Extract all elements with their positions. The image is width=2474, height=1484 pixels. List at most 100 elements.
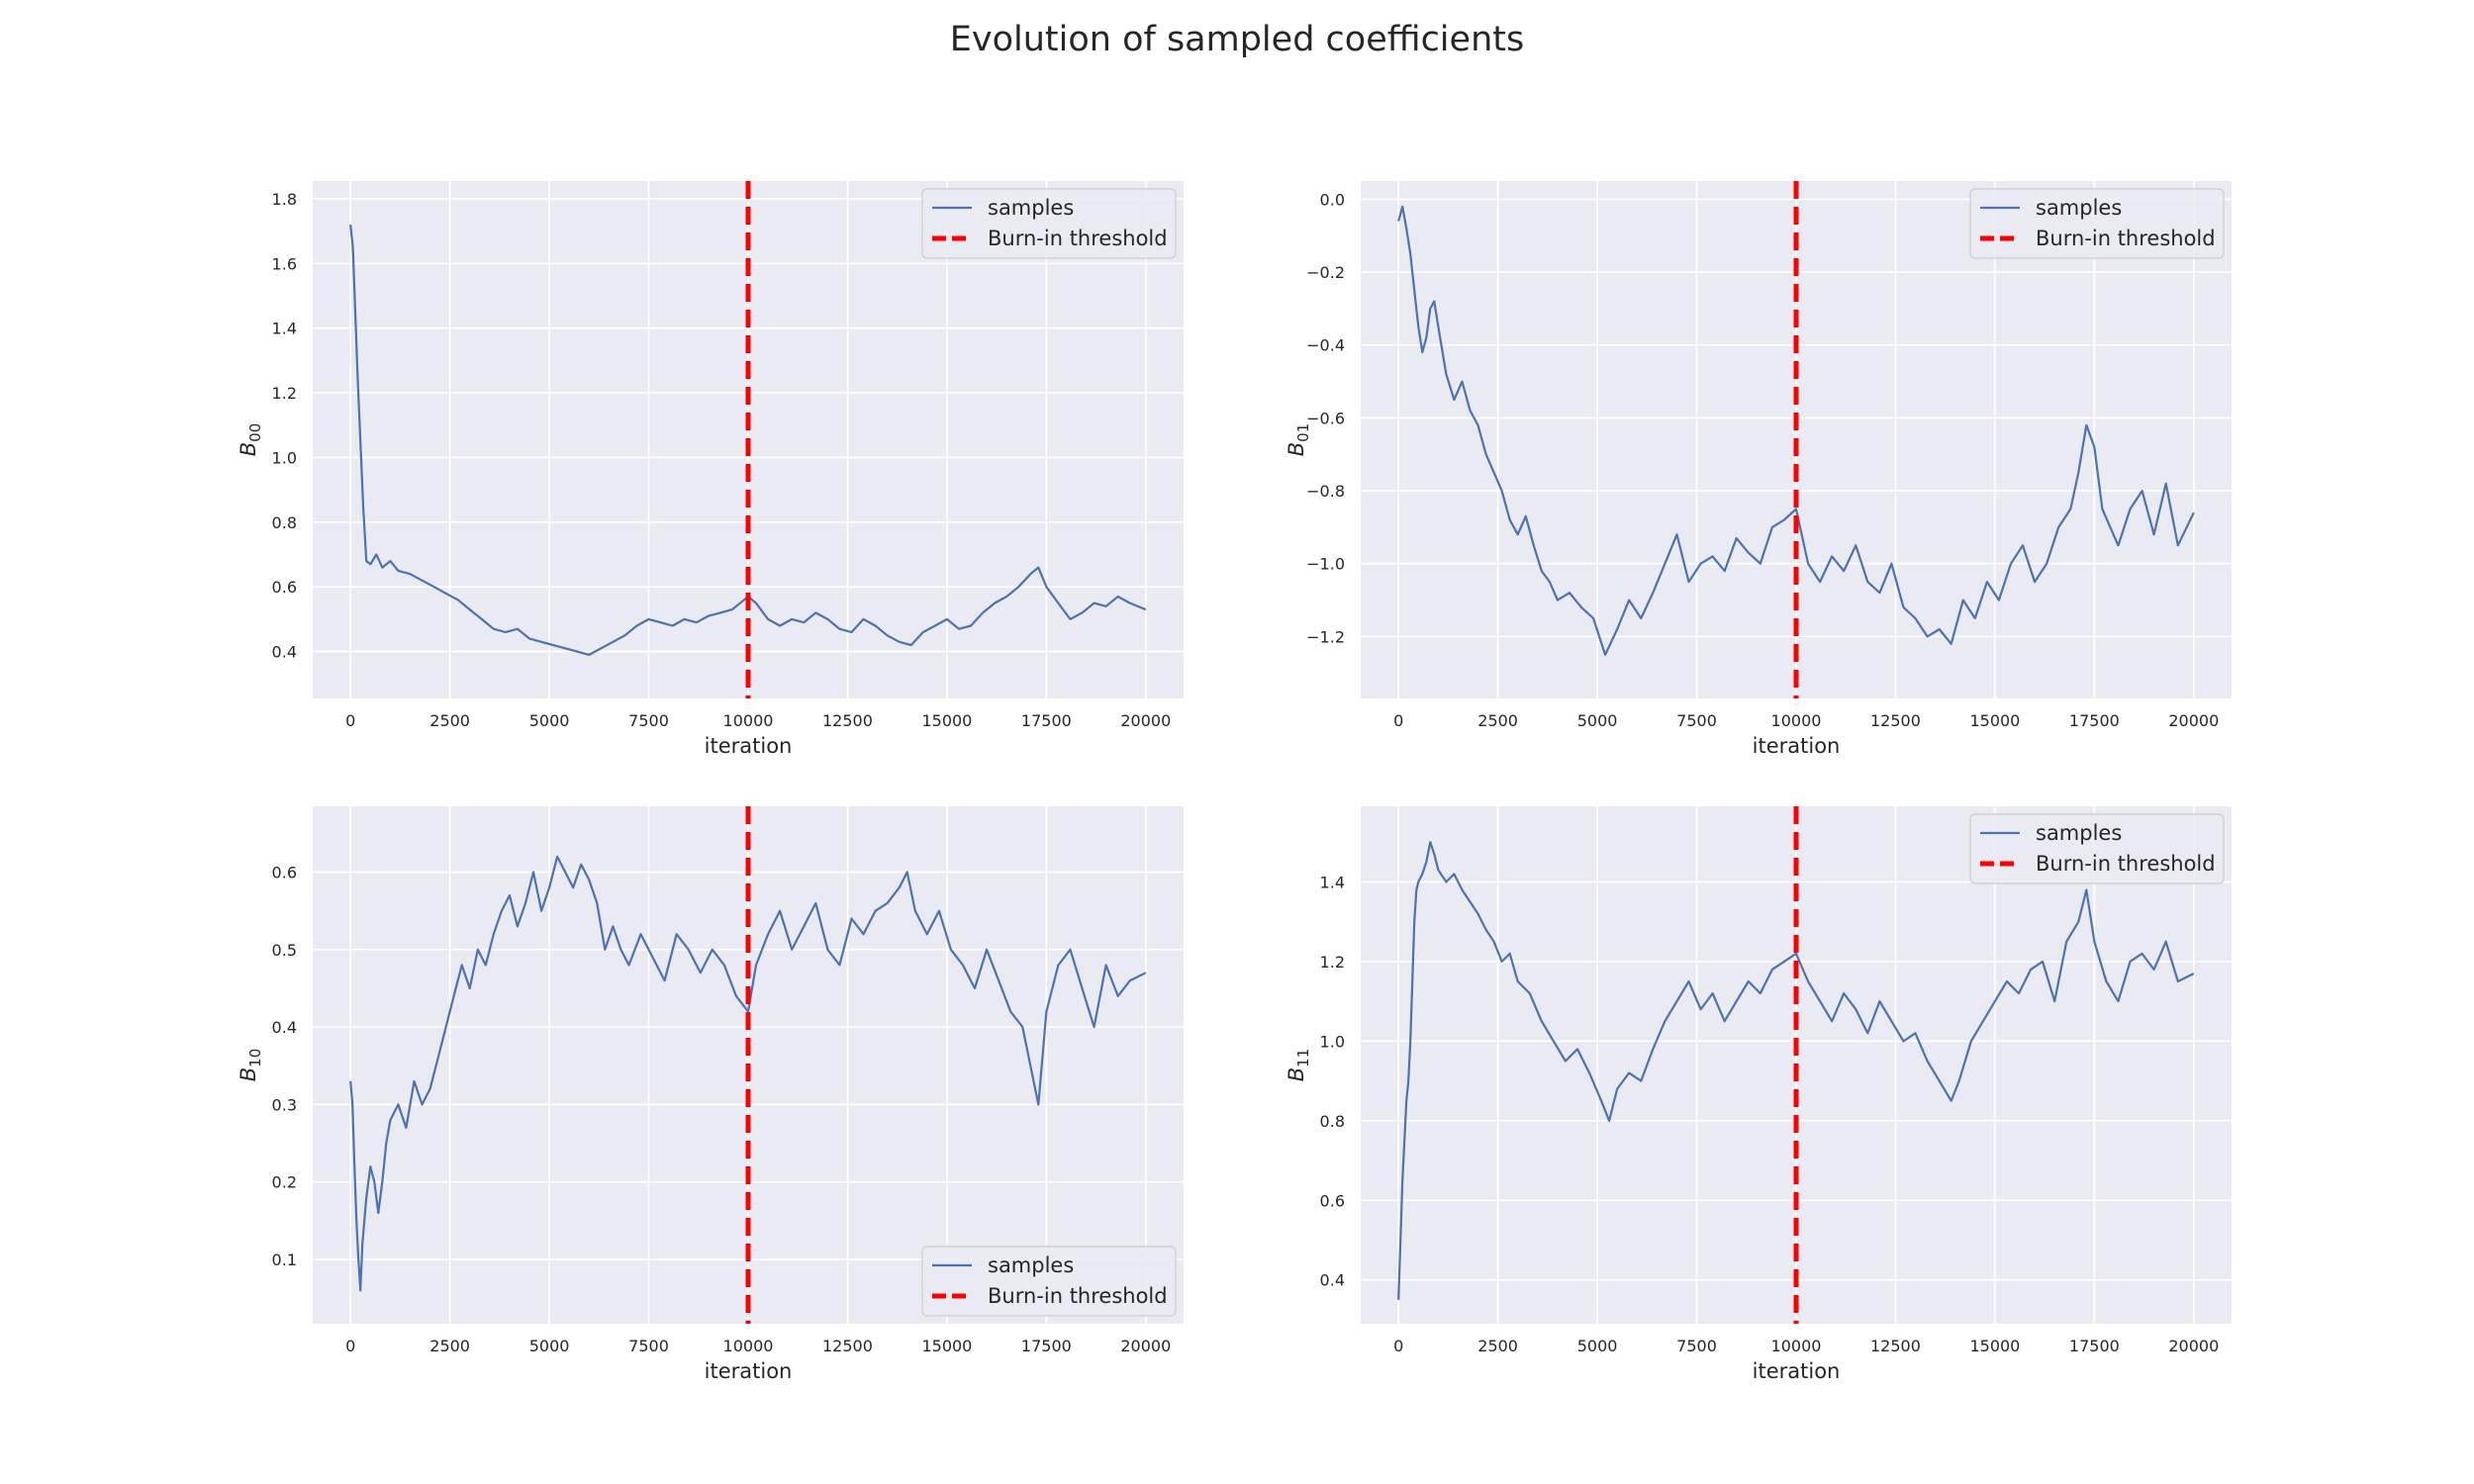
panel-b00: 0 2500 5000 7500 10000 12500 15000 17500 20000 0.… xyxy=(237,181,1184,758)
y-tick-label: 0.6 xyxy=(272,864,297,882)
legend-threshold-label: Burn-in threshold xyxy=(988,1284,1168,1308)
x-tick-label: 20000 xyxy=(2168,711,2219,730)
x-tick-label: 7500 xyxy=(628,1337,669,1355)
y-tick-label: −0.6 xyxy=(1306,409,1345,427)
x-axis-label: iteration xyxy=(1753,734,1841,758)
x-tick-label: 17500 xyxy=(2069,1337,2120,1355)
x-tick-label: 2500 xyxy=(429,711,470,730)
y-tick-label: 0.6 xyxy=(1320,1191,1345,1210)
legend-samples-label: samples xyxy=(2036,196,2122,220)
x-axis-label: iteration xyxy=(705,1359,793,1383)
x-tick-label: 0 xyxy=(345,1337,355,1355)
legend-box xyxy=(921,188,1177,259)
x-axis-label: iteration xyxy=(1753,1359,1841,1383)
y-axis-label: B00 xyxy=(237,423,264,457)
x-tick-label: 0 xyxy=(345,711,355,730)
x-axis-label: iteration xyxy=(705,734,793,758)
x-tick-label: 5000 xyxy=(1577,711,1618,730)
x-tick-label: 2500 xyxy=(1477,1337,1518,1355)
legend-box xyxy=(1969,188,2225,259)
x-tick-label: 7500 xyxy=(628,711,669,730)
x-tick-label: 0 xyxy=(1393,711,1403,730)
x-tick-label: 20000 xyxy=(1120,711,1171,730)
x-tick-label: 17500 xyxy=(1021,711,1072,730)
y-axis-label-subscript: 11 xyxy=(1294,1049,1312,1067)
legend-samples-label: samples xyxy=(988,1253,1074,1277)
x-tick-label: 10000 xyxy=(1771,1337,1822,1355)
samples-line xyxy=(1397,841,2195,1300)
y-tick-label: 1.4 xyxy=(272,320,297,338)
y-tick-label: 0.6 xyxy=(272,578,297,597)
x-tick-label: 7500 xyxy=(1676,1337,1717,1355)
legend-box xyxy=(1969,813,2225,884)
y-tick-label: 1.0 xyxy=(1320,1032,1345,1051)
x-tick-label: 5000 xyxy=(1577,1337,1618,1355)
y-tick-label: −0.2 xyxy=(1306,263,1345,282)
y-axis-label-subscript: 10 xyxy=(246,1049,264,1067)
y-tick-label: 0.0 xyxy=(1320,190,1345,209)
y-axis-label-subscript: 01 xyxy=(1294,423,1312,442)
figure-title: Evolution of sampled coefficients xyxy=(949,20,1525,59)
x-tick-label: 5000 xyxy=(529,711,570,730)
y-tick-label: −0.8 xyxy=(1306,482,1345,501)
x-tick-label: 7500 xyxy=(1676,711,1717,730)
samples-line xyxy=(1397,205,2195,656)
x-tick-label: 12500 xyxy=(1870,711,1921,730)
y-tick-label: 0.8 xyxy=(272,513,297,532)
y-axis-label-symbol: B xyxy=(1285,1067,1308,1081)
y-tick-label: 0.5 xyxy=(272,941,297,960)
legend-box xyxy=(921,1246,1177,1317)
y-tick-label: 0.2 xyxy=(272,1173,297,1192)
y-tick-label: 1.2 xyxy=(272,384,297,403)
panel-b10: 0 2500 5000 7500 10000 12500 15000 17500 20000 0.… xyxy=(237,806,1184,1383)
y-axis-label: B01 xyxy=(1285,423,1312,457)
y-tick-label: 1.6 xyxy=(272,254,297,273)
y-tick-label: 1.8 xyxy=(272,190,297,209)
x-tick-label: 20000 xyxy=(2168,1337,2219,1355)
y-tick-label: 1.4 xyxy=(1320,873,1345,891)
y-tick-label: 1.2 xyxy=(1320,953,1345,972)
x-tick-label: 10000 xyxy=(723,1337,774,1355)
x-tick-label: 17500 xyxy=(1021,1337,1072,1355)
x-tick-label: 15000 xyxy=(921,1337,972,1355)
x-tick-label: 12500 xyxy=(822,1337,873,1355)
panel-b11: 0 2500 5000 7500 10000 12500 15000 17500 20000 0.… xyxy=(1285,806,2232,1383)
y-tick-label: −1.0 xyxy=(1306,555,1345,574)
x-tick-label: 2500 xyxy=(1477,711,1518,730)
y-tick-label: 1.0 xyxy=(272,448,297,467)
x-tick-label: 20000 xyxy=(1120,1337,1171,1355)
y-tick-label: 0.8 xyxy=(1320,1112,1345,1131)
legend-threshold-label: Burn-in threshold xyxy=(2036,227,2216,250)
samples-line xyxy=(349,855,1147,1292)
legend-threshold-label: Burn-in threshold xyxy=(2036,852,2216,876)
legend: samples Burn-in threshold xyxy=(921,188,1177,259)
x-tick-label: 15000 xyxy=(1969,1337,2020,1355)
y-tick-label: 0.1 xyxy=(272,1251,297,1269)
panel-b01: 0 2500 5000 7500 10000 12500 15000 17500 20000 −1… xyxy=(1285,181,2232,758)
y-axis-label-symbol: B xyxy=(237,442,260,456)
y-tick-label: −0.4 xyxy=(1306,336,1345,355)
y-axis-label: B11 xyxy=(1285,1049,1312,1082)
legend-samples-label: samples xyxy=(2036,821,2122,845)
y-tick-label: 0.4 xyxy=(272,643,297,662)
y-tick-label: 0.4 xyxy=(1320,1271,1345,1290)
y-tick-label: 0.4 xyxy=(272,1018,297,1037)
y-tick-label: 0.3 xyxy=(272,1095,297,1114)
x-tick-label: 15000 xyxy=(921,711,972,730)
x-tick-label: 2500 xyxy=(429,1337,470,1355)
legend: samples Burn-in threshold xyxy=(1969,188,2225,259)
legend: samples Burn-in threshold xyxy=(1969,813,2225,884)
y-axis-label-symbol: B xyxy=(237,1067,260,1081)
legend-threshold-label: Burn-in threshold xyxy=(988,227,1168,250)
y-axis-label-symbol: B xyxy=(1285,442,1308,456)
x-tick-label: 0 xyxy=(1393,1337,1403,1355)
x-tick-label: 17500 xyxy=(2069,711,2120,730)
x-tick-label: 12500 xyxy=(1870,1337,1921,1355)
x-tick-label: 12500 xyxy=(822,711,873,730)
x-tick-label: 10000 xyxy=(1771,711,1822,730)
y-tick-label: −1.2 xyxy=(1306,627,1345,646)
y-axis-label-subscript: 00 xyxy=(246,423,264,442)
x-tick-label: 15000 xyxy=(1969,711,2020,730)
legend-samples-label: samples xyxy=(988,196,1074,220)
